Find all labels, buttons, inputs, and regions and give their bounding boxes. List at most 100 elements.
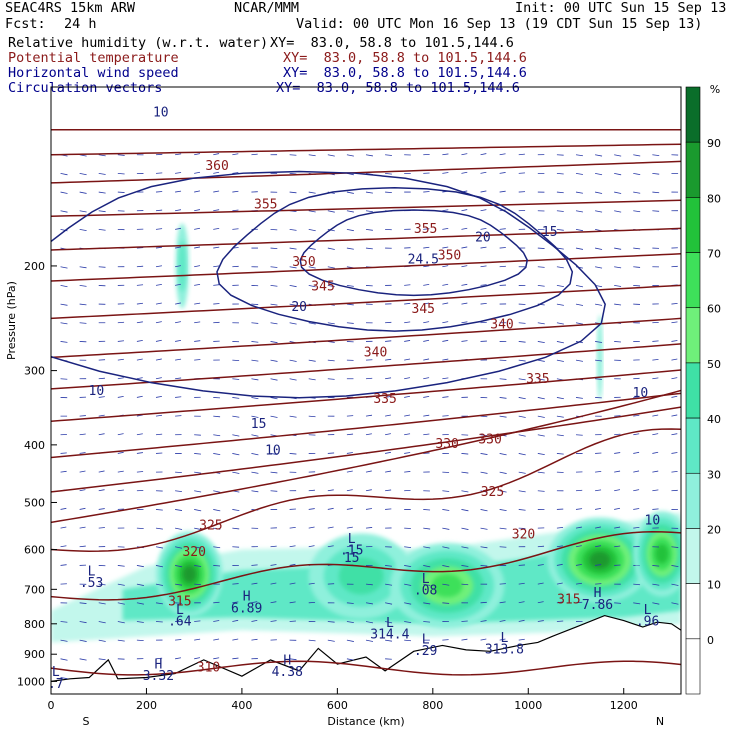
vector-arrow <box>537 397 545 400</box>
vector-arrow <box>175 490 182 492</box>
vector-arrow <box>595 173 603 176</box>
vector-arrow <box>289 322 297 325</box>
vector-arrow <box>270 247 278 250</box>
vector-arrow <box>556 266 564 269</box>
colorbar-level-label: 50 <box>707 358 721 371</box>
vector-arrow <box>518 378 526 381</box>
vector-arrow <box>194 657 201 660</box>
vector-arrow <box>155 358 162 361</box>
vector-arrow <box>537 582 544 585</box>
vector-arrow <box>213 265 220 268</box>
vector-arrow <box>308 322 316 325</box>
vector-arrow <box>652 583 660 586</box>
extremum-value: 313.8 <box>485 643 524 658</box>
vector-arrow <box>461 583 469 586</box>
vector-arrow <box>404 358 411 361</box>
vector-arrow <box>251 490 259 493</box>
vector-arrow <box>289 229 297 231</box>
vector-arrow <box>117 340 125 342</box>
vector-arrow <box>136 583 144 586</box>
vector-arrow <box>404 583 412 586</box>
vector-arrow <box>251 582 258 585</box>
vector-arrow <box>117 621 125 624</box>
vector-arrow <box>289 172 297 175</box>
vector-arrow <box>60 322 68 325</box>
vector-arrow <box>537 359 545 362</box>
vector-arrow <box>518 582 525 585</box>
vector-arrow <box>499 190 506 193</box>
vector-arrow <box>442 527 450 530</box>
terrain-line <box>51 614 681 682</box>
vector-arrow <box>289 415 297 418</box>
vector-arrow <box>365 247 373 250</box>
vector-arrow <box>614 341 621 343</box>
theta-label: 330 <box>435 437 458 452</box>
vector-arrow <box>175 265 181 268</box>
theta-contour <box>51 406 681 493</box>
vector-arrow <box>595 210 603 213</box>
vector-arrow <box>652 173 660 175</box>
vector-arrow <box>79 266 87 269</box>
vector-arrow <box>556 582 563 585</box>
vector-arrow <box>499 415 507 418</box>
vector-arrow <box>385 621 393 624</box>
vector-arrow <box>614 526 621 529</box>
vector-arrow <box>251 153 258 156</box>
vector-arrow <box>423 377 430 380</box>
vector-arrow <box>79 507 86 510</box>
vector-arrow <box>556 303 564 306</box>
vector-arrow <box>232 172 239 174</box>
vector-arrow <box>308 545 315 548</box>
vector-arrow <box>327 639 335 642</box>
vector-arrow <box>98 621 106 624</box>
vector-arrow <box>671 452 678 454</box>
vector-arrow <box>98 527 105 529</box>
vector-arrow <box>365 508 373 510</box>
vector-arrow <box>537 285 545 287</box>
vector-arrow <box>60 341 68 343</box>
vector-arrow <box>289 545 296 548</box>
wind-label: 20 <box>475 231 491 246</box>
vector-arrow <box>518 453 526 456</box>
vector-arrow <box>289 582 296 585</box>
vector-arrow <box>194 546 202 549</box>
vector-arrow <box>213 565 221 567</box>
vector-arrow <box>423 433 430 436</box>
vector-arrow <box>232 434 240 437</box>
vector-arrow <box>499 490 507 493</box>
vector-arrow <box>79 489 86 492</box>
vector-arrow <box>117 172 125 175</box>
vector-arrow <box>117 433 124 436</box>
vector-arrow <box>60 303 68 306</box>
vector-arrow <box>614 489 621 492</box>
vector-arrow <box>633 489 640 492</box>
vector-arrow <box>671 414 678 417</box>
vector-arrow <box>251 453 259 456</box>
extremum-marker: L <box>500 631 508 646</box>
vector-arrow <box>614 154 622 157</box>
vector-arrow <box>365 154 374 157</box>
vector-arrow <box>175 602 182 604</box>
vector-arrow <box>480 546 488 549</box>
vector-arrow <box>175 377 182 380</box>
vector-arrow <box>213 527 221 530</box>
vector-arrow <box>365 470 372 473</box>
vector-arrow <box>346 433 354 436</box>
colorbar-level-label: 30 <box>707 468 721 481</box>
vector-arrow <box>79 415 86 417</box>
extremum-marker: L <box>348 532 356 547</box>
theta-contour <box>51 317 681 359</box>
extremum-value: 314.4 <box>370 627 409 642</box>
vector-arrow <box>194 171 201 174</box>
vector-arrow <box>556 563 563 566</box>
vector-arrow <box>499 153 506 156</box>
vector-arrow <box>155 509 163 511</box>
vector-arrow <box>232 397 240 399</box>
vector-arrow <box>327 247 335 250</box>
y-tick-label: 600 <box>24 544 45 557</box>
vector-arrow <box>98 396 105 398</box>
vector-arrow <box>404 284 411 286</box>
north-endpoint-label: N <box>656 715 664 728</box>
vector-arrow <box>423 527 431 530</box>
vector-arrow <box>614 303 622 306</box>
